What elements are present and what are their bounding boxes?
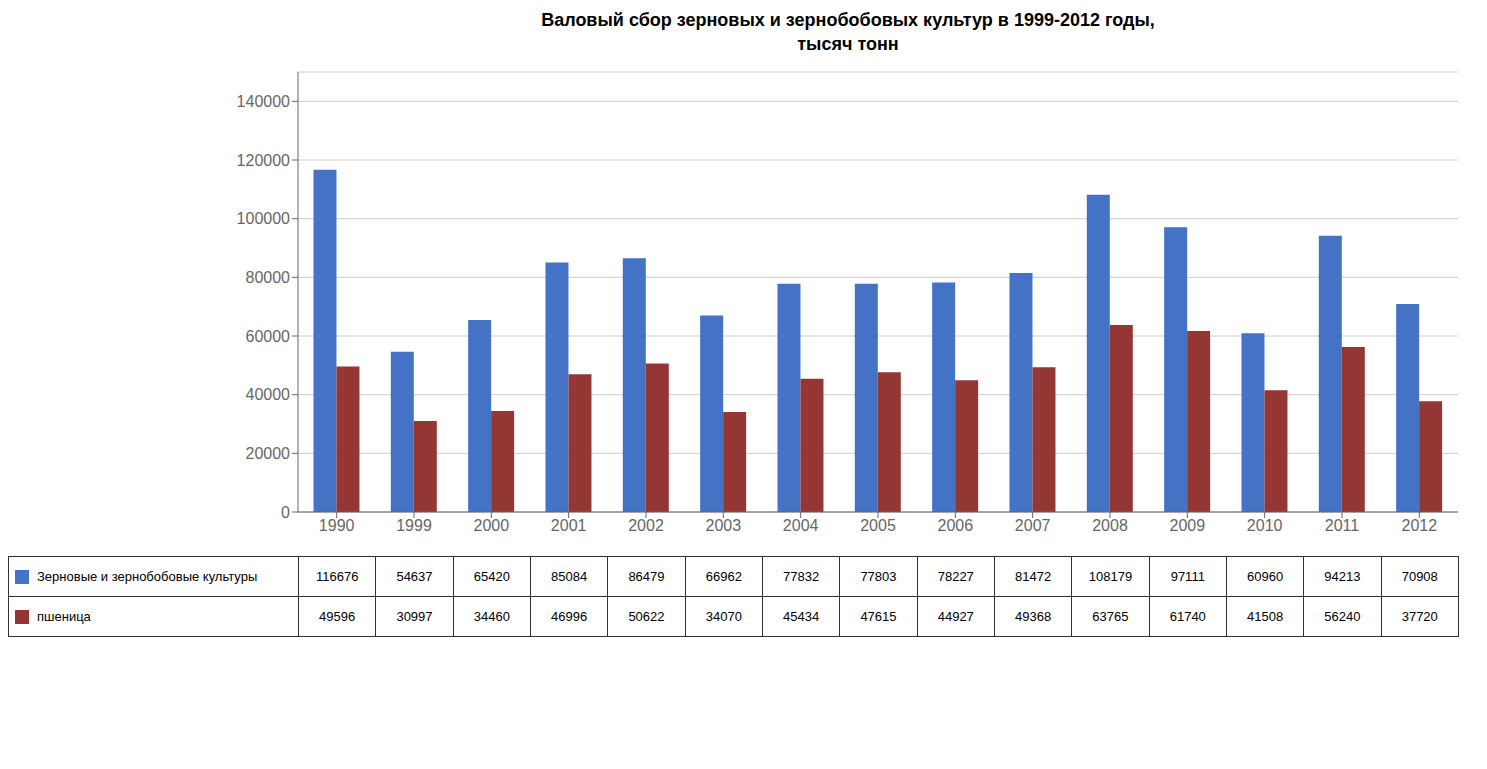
html-text:63765: 63765 [1092, 609, 1129, 624]
html-text:37720: 37720 [1401, 609, 1438, 624]
svg-text:20000: 20000 [246, 445, 291, 462]
svg-text:2001: 2001 [551, 517, 587, 534]
html-text:77803: 77803 [860, 569, 897, 584]
html-text:47615: 47615 [860, 609, 897, 624]
svg-text:2007: 2007 [1015, 517, 1051, 534]
html-text:45434: 45434 [783, 609, 820, 624]
html-text:49596: 49596 [319, 609, 356, 624]
html-text:30997: 30997 [396, 609, 433, 624]
html-text:50622: 50622 [628, 609, 665, 624]
html-text:46996: 46996 [551, 609, 588, 624]
html-text:66962: 66962 [705, 569, 742, 584]
svg-text:2011: 2011 [1325, 517, 1360, 534]
html-text:тысяч тонн: тысяч тонн [797, 34, 899, 54]
svg-text:100000: 100000 [237, 210, 290, 227]
html-text:56240: 56240 [1324, 609, 1361, 624]
html-text:70908: 70908 [1401, 569, 1438, 584]
html-text:61740: 61740 [1169, 609, 1206, 624]
html-text:85084: 85084 [551, 569, 588, 584]
html-text:34460: 34460 [473, 609, 510, 624]
svg-text:60000: 60000 [246, 328, 291, 345]
svg-text:2010: 2010 [1247, 517, 1283, 534]
html-text:77832: 77832 [783, 569, 820, 584]
svg-text:0: 0 [281, 504, 290, 521]
html-text:81472: 81472 [1015, 569, 1052, 584]
svg-text:2012: 2012 [1402, 517, 1438, 534]
html-text:60960: 60960 [1247, 569, 1284, 584]
html-text:65420: 65420 [473, 569, 510, 584]
svg-text:2009: 2009 [1170, 517, 1206, 534]
html-text:49368: 49368 [1015, 609, 1052, 624]
html-text:пшеница: пшеница [37, 609, 91, 625]
svg-text:1999: 1999 [396, 517, 432, 534]
svg-text:140000: 140000 [237, 93, 290, 110]
svg-text:2004: 2004 [783, 517, 819, 534]
html-text:97111: 97111 [1170, 569, 1205, 584]
svg-text:2005: 2005 [860, 517, 896, 534]
html-text:54637: 54637 [396, 569, 433, 584]
html-text:44927: 44927 [937, 609, 974, 624]
html-text:94213: 94213 [1324, 569, 1361, 584]
svg-text:120000: 120000 [237, 152, 290, 169]
html-text:34070: 34070 [705, 609, 742, 624]
svg-text:2002: 2002 [628, 517, 664, 534]
svg-text:1990: 1990 [319, 517, 355, 534]
html-text:Валовый сбор зерновых и зерноб: Валовый сбор зерновых и зернобобовых кул… [541, 10, 1155, 30]
svg-text:80000: 80000 [246, 269, 291, 286]
html-text:78227: 78227 [937, 569, 974, 584]
html-text:Зерновые и зернобобовые культу: Зерновые и зернобобовые культуры [37, 569, 258, 585]
svg-text:2000: 2000 [474, 517, 510, 534]
svg-text:2006: 2006 [938, 517, 974, 534]
html-text:108179: 108179 [1088, 569, 1133, 584]
html-text:86479: 86479 [628, 569, 665, 584]
html-text:41508: 41508 [1247, 609, 1284, 624]
svg-text:40000: 40000 [246, 386, 291, 403]
svg-text:2003: 2003 [706, 517, 742, 534]
html-text:116676: 116676 [316, 569, 359, 584]
svg-text:2008: 2008 [1092, 517, 1128, 534]
